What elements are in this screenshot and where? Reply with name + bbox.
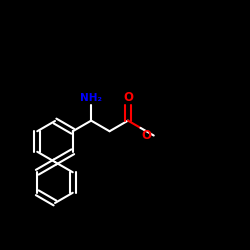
Text: O: O xyxy=(123,91,133,104)
Text: O: O xyxy=(141,129,151,142)
Text: NH₂: NH₂ xyxy=(80,93,102,103)
